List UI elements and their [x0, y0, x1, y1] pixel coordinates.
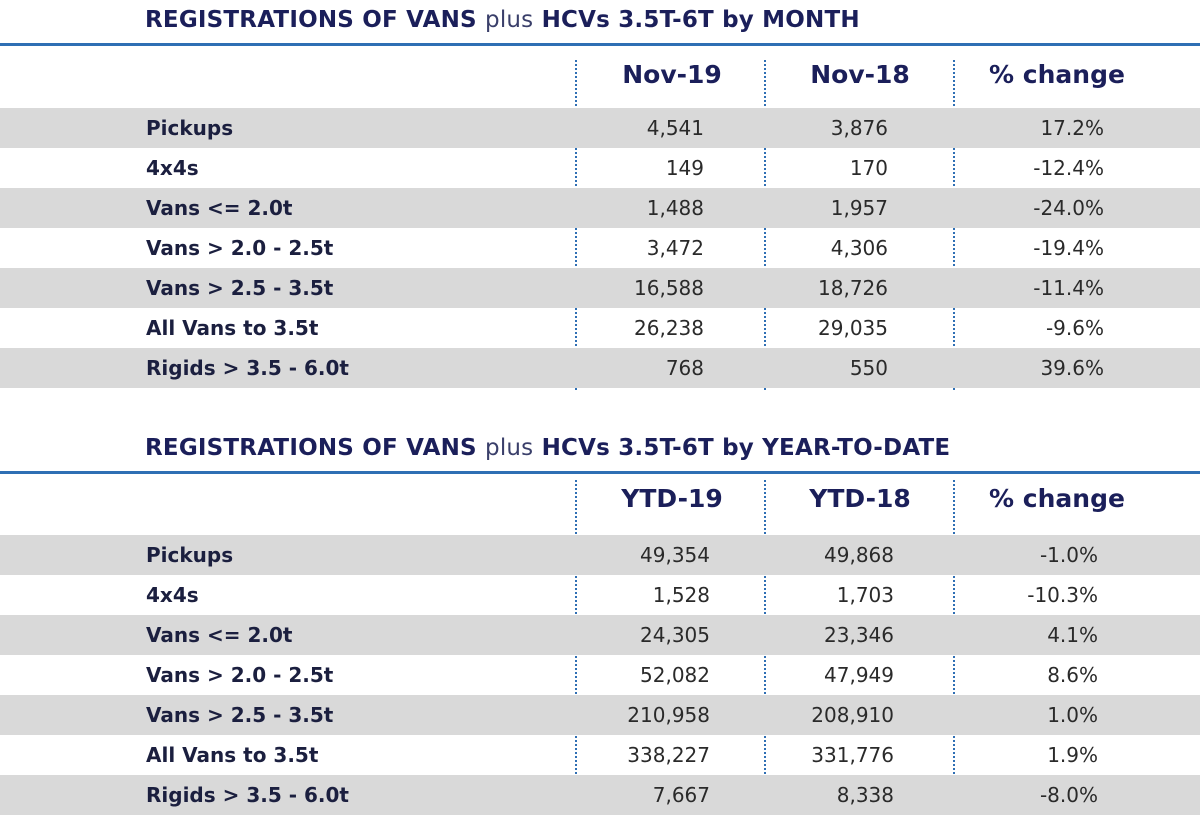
row-label: All Vans to 3.5t	[146, 316, 319, 340]
table-row: 4x4s 149 170 -12.4%	[0, 148, 1200, 188]
value-cell: 550	[849, 356, 888, 380]
value-cell: 47,949	[824, 663, 894, 687]
value-cell: 8,338	[836, 783, 894, 807]
table-title: REGISTRATIONS OF VANS plus HCVs 3.5T-6T …	[145, 7, 860, 33]
value-cell: 4,541	[646, 116, 704, 140]
row-label: Vans > 2.0 - 2.5t	[146, 236, 334, 260]
row-label: All Vans to 3.5t	[146, 743, 319, 767]
table-row: All Vans to 3.5t 338,227 331,776 1.9%	[0, 735, 1200, 775]
percent-change-cell: -12.4%	[1033, 156, 1104, 180]
value-cell: 18,726	[818, 276, 888, 300]
table-row: Vans > 2.5 - 3.5t 210,958 208,910 1.0%	[0, 695, 1200, 735]
table-body: Pickups 4,541 3,876 17.2% 4x4s 149 170 -12.4% Va…	[0, 108, 1200, 388]
row-label: Rigids > 3.5 - 6.0t	[146, 356, 349, 380]
column-header: Nov-19	[622, 60, 722, 89]
table-row: Vans <= 2.0t 1,488 1,957 -24.0%	[0, 188, 1200, 228]
value-cell: 3,876	[830, 116, 888, 140]
column-header: YTD-18	[809, 484, 911, 513]
value-cell: 170	[849, 156, 888, 180]
percent-change-cell: 8.6%	[1047, 663, 1098, 687]
table-row: Rigids > 3.5 - 6.0t 768 550 39.6%	[0, 348, 1200, 388]
table-row: Vans > 2.0 - 2.5t 52,082 47,949 8.6%	[0, 655, 1200, 695]
table-row: Rigids > 3.5 - 6.0t 7,667 8,338 -8.0%	[0, 775, 1200, 815]
value-cell: 331,776	[811, 743, 894, 767]
table-row: Vans > 2.5 - 3.5t 16,588 18,726 -11.4%	[0, 268, 1200, 308]
row-label: Vans <= 2.0t	[146, 623, 293, 647]
value-cell: 210,958	[627, 703, 710, 727]
percent-change-cell: 1.9%	[1047, 743, 1098, 767]
value-cell: 49,868	[824, 543, 894, 567]
value-cell: 1,528	[652, 583, 710, 607]
value-cell: 52,082	[640, 663, 710, 687]
value-cell: 16,588	[634, 276, 704, 300]
percent-change-cell: 17.2%	[1040, 116, 1104, 140]
value-cell: 3,472	[646, 236, 704, 260]
value-cell: 1,703	[836, 583, 894, 607]
value-cell: 7,667	[652, 783, 710, 807]
table-row: Vans <= 2.0t 24,305 23,346 4.1%	[0, 615, 1200, 655]
value-cell: 26,238	[634, 316, 704, 340]
title-rule	[0, 43, 1200, 46]
percent-change-cell: -8.0%	[1039, 783, 1098, 807]
row-label: Pickups	[146, 116, 234, 140]
column-header: Nov-18	[810, 60, 910, 89]
percent-change-cell: 4.1%	[1047, 623, 1098, 647]
row-label: Vans > 2.5 - 3.5t	[146, 703, 334, 727]
percent-change-cell: -9.6%	[1045, 316, 1104, 340]
percent-change-cell: 1.0%	[1047, 703, 1098, 727]
percent-change-cell: -1.0%	[1039, 543, 1098, 567]
percent-change-cell: -19.4%	[1033, 236, 1104, 260]
value-cell: 1,488	[646, 196, 704, 220]
column-header: YTD-19	[621, 484, 723, 513]
row-label: 4x4s	[146, 583, 199, 607]
value-cell: 1,957	[830, 196, 888, 220]
column-headers: Nov-19 Nov-18 % change	[0, 55, 1200, 95]
row-label: Vans > 2.5 - 3.5t	[146, 276, 334, 300]
table-row: Pickups 4,541 3,876 17.2%	[0, 108, 1200, 148]
value-cell: 49,354	[640, 543, 710, 567]
percent-change-cell: -11.4%	[1033, 276, 1104, 300]
table-title: REGISTRATIONS OF VANS plus HCVs 3.5T-6T …	[145, 435, 951, 461]
value-cell: 768	[665, 356, 704, 380]
table-row: Vans > 2.0 - 2.5t 3,472 4,306 -19.4%	[0, 228, 1200, 268]
table-row: 4x4s 1,528 1,703 -10.3%	[0, 575, 1200, 615]
percent-change-cell: -24.0%	[1033, 196, 1104, 220]
value-cell: 29,035	[818, 316, 888, 340]
row-label: Vans <= 2.0t	[146, 196, 293, 220]
row-label: 4x4s	[146, 156, 199, 180]
table-row: All Vans to 3.5t 26,238 29,035 -9.6%	[0, 308, 1200, 348]
value-cell: 4,306	[830, 236, 888, 260]
row-label: Rigids > 3.5 - 6.0t	[146, 783, 349, 807]
column-header: % change	[989, 60, 1125, 89]
value-cell: 23,346	[824, 623, 894, 647]
value-cell: 338,227	[627, 743, 710, 767]
value-cell: 24,305	[640, 623, 710, 647]
percent-change-cell: -10.3%	[1027, 583, 1098, 607]
value-cell: 149	[665, 156, 704, 180]
column-headers: YTD-19 YTD-18 % change	[0, 479, 1200, 519]
title-rule	[0, 471, 1200, 474]
row-label: Vans > 2.0 - 2.5t	[146, 663, 334, 687]
row-label: Pickups	[146, 543, 234, 567]
table-row: Pickups 49,354 49,868 -1.0%	[0, 535, 1200, 575]
percent-change-cell: 39.6%	[1040, 356, 1104, 380]
table-body: Pickups 49,354 49,868 -1.0% 4x4s 1,528 1,703 -1…	[0, 535, 1200, 815]
column-header: % change	[989, 484, 1125, 513]
value-cell: 208,910	[811, 703, 894, 727]
